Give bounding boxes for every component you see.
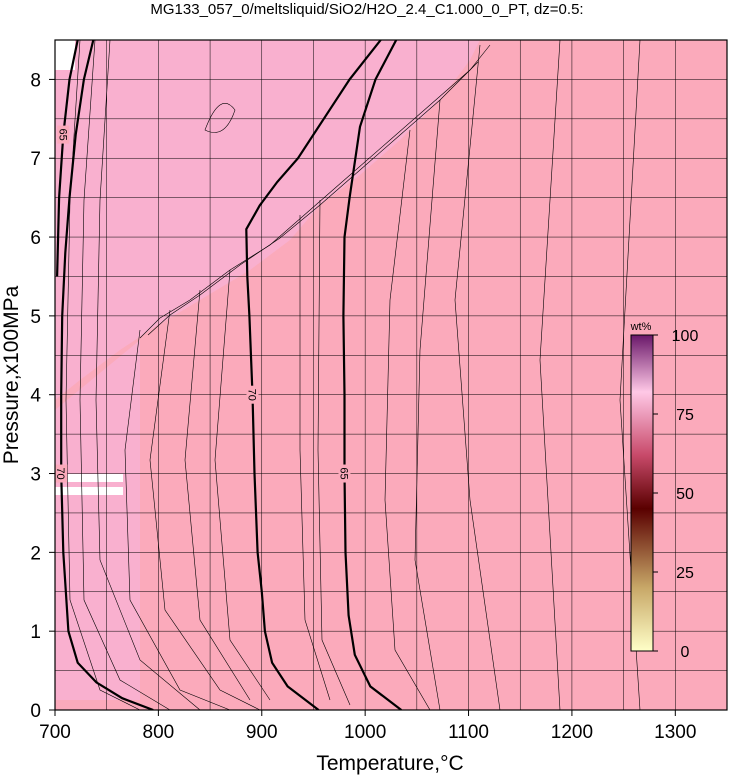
y-tick-label: 7 (30, 149, 41, 170)
colorbar: wt% 0 25 50 75 100 (630, 321, 699, 661)
y-tick-label: 4 (30, 386, 41, 407)
y-tick-label: 1 (30, 622, 41, 643)
y-tick-label: 0 (30, 701, 41, 722)
plot-frame (54, 39, 728, 711)
contour-label: 70 (54, 467, 66, 479)
colorbar-tick-label: 75 (676, 407, 694, 424)
x-tick-label: 1000 (344, 722, 386, 743)
contour-line (60, 40, 154, 710)
y-axis-label: Pressure,x100MPa (0, 285, 23, 464)
contour-label-bg (55, 464, 68, 483)
colorbar-tick-label: 50 (676, 486, 694, 503)
y-tick-label: 5 (30, 307, 41, 328)
y-tick-label: 8 (30, 70, 41, 91)
x-tick-label: 800 (143, 722, 175, 743)
contour-label-bg (338, 464, 351, 483)
contour-label: 70 (245, 389, 257, 401)
x-tick-label: 1200 (551, 722, 593, 743)
x-axis-label: Temperature,°C (316, 752, 463, 775)
x-tick-label: 1100 (448, 722, 489, 743)
contour-line (342, 40, 402, 710)
y-tick-label: 6 (30, 228, 41, 249)
y-tick-label: 2 (30, 543, 41, 564)
contour-line (245, 40, 382, 710)
plot-background (55, 40, 727, 710)
y-tick-label: 3 (30, 465, 41, 486)
colorbar-tick-label: 25 (676, 565, 694, 582)
contour-label-bg (57, 125, 70, 144)
x-tick-label: 1300 (654, 722, 696, 743)
colorbar-tick-label: 0 (681, 644, 690, 661)
contours: 70 65 70 65 (54, 40, 402, 710)
colorbar-label: wt% (630, 321, 652, 333)
contour-label: 65 (56, 128, 68, 140)
x-tick-label: 700 (39, 722, 71, 743)
chart-title: MG133_057_0/meltsliquid/SiO2/H2O_2.4_C1.… (150, 1, 583, 18)
contour-label: 65 (337, 467, 349, 479)
contour-label-bg (246, 385, 259, 404)
x-tick-label: 900 (246, 722, 278, 743)
colorbar-scale (630, 334, 654, 652)
colorbar-tick-label: 100 (672, 328, 699, 345)
